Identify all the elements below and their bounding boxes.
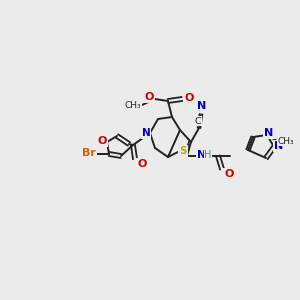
Text: C: C (195, 116, 201, 125)
Text: CH₃: CH₃ (278, 136, 294, 146)
Text: O: O (224, 169, 234, 179)
Text: CH₃: CH₃ (125, 101, 141, 110)
Text: Br: Br (82, 148, 96, 158)
Text: N: N (142, 128, 150, 138)
Text: O: O (184, 93, 194, 103)
Text: N: N (274, 141, 284, 151)
Text: O: O (97, 136, 107, 146)
Text: N: N (197, 101, 207, 111)
Text: N: N (264, 128, 274, 138)
Text: O: O (137, 159, 147, 169)
Text: N: N (197, 150, 207, 160)
Text: S: S (179, 146, 187, 156)
Text: O: O (144, 92, 154, 102)
Text: H: H (204, 150, 212, 160)
